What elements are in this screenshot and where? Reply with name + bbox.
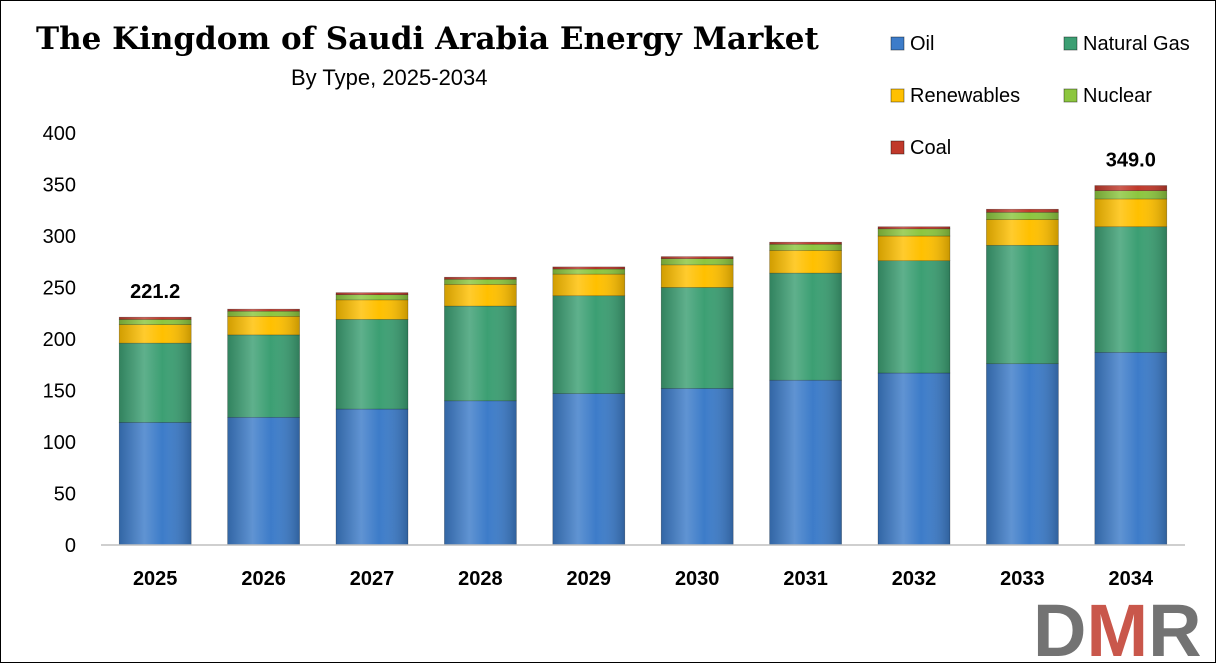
legend-swatch-renewables <box>890 88 905 103</box>
legend-label-nuclear: Nuclear <box>1083 85 1152 107</box>
bar-shading <box>552 268 625 275</box>
bar-shading <box>444 400 517 545</box>
bar-shading <box>661 258 734 265</box>
bar-shading <box>119 324 192 344</box>
y-tick-label: 100 <box>43 432 76 454</box>
bar-shading <box>119 317 192 320</box>
bar-shading <box>878 236 950 261</box>
bar-shading <box>227 316 300 335</box>
y-tick-label: 300 <box>43 226 76 248</box>
y-tick-label: 50 <box>54 484 76 506</box>
y-tick-label: 0 <box>65 535 76 557</box>
bar-shading <box>552 295 625 394</box>
y-tick-label: 250 <box>43 278 76 300</box>
bar-shading <box>769 242 842 245</box>
legend-swatch-coal <box>890 140 905 155</box>
bar-shading <box>986 209 1059 213</box>
x-axis: 2025 2026 2027 2028 2029 2030 2031 2032 2033 2034 <box>101 544 1185 590</box>
bar-shading <box>336 409 408 545</box>
x-tick-label: 2033 <box>1000 568 1045 590</box>
x-tick-label: 2027 <box>350 568 395 590</box>
bar-shading <box>878 226 950 229</box>
chart-subtitle: By Type, 2025-2034 <box>291 65 488 90</box>
bar-shading <box>769 250 842 274</box>
bar-shading <box>661 256 734 259</box>
data-label: 221.2 <box>130 281 180 303</box>
bar-shading <box>227 309 300 312</box>
legend-swatch-oil <box>890 36 905 51</box>
y-tick-label: 200 <box>43 329 76 351</box>
x-tick-label: 2032 <box>892 568 937 590</box>
x-tick-label: 2025 <box>133 568 178 590</box>
bar-shading <box>227 334 300 418</box>
bar-shading <box>444 306 517 401</box>
y-tick-label: 150 <box>43 381 76 403</box>
bar-shading <box>444 284 517 307</box>
legend-label-coal: Coal <box>910 137 951 159</box>
bar-shading <box>878 372 950 545</box>
bar-shading <box>878 260 950 373</box>
legend-swatch-nuclear <box>1063 88 1078 103</box>
bar-shading <box>444 277 517 280</box>
bar-shading <box>769 273 842 381</box>
bar-shading <box>661 264 734 288</box>
bar-shading <box>119 343 192 423</box>
x-tick-label: 2026 <box>241 568 286 590</box>
legend-label-oil: Oil <box>910 33 934 55</box>
bar-shading <box>1094 198 1167 227</box>
y-tick-label: 350 <box>43 175 76 197</box>
bars-group <box>118 185 1168 546</box>
bar-shading <box>227 417 300 545</box>
bar-shading <box>769 380 842 545</box>
data-labels-group: 221.2 349.0 <box>130 150 1156 304</box>
dmr-logo: DMR <box>1033 589 1202 662</box>
bar-shading <box>1094 190 1167 199</box>
bar-shading <box>552 274 625 296</box>
x-tick-label: 2030 <box>675 568 720 590</box>
legend-label-natural-gas: Natural Gas <box>1083 33 1190 55</box>
legend-swatch-natural-gas <box>1063 36 1078 51</box>
legend-label-renewables: Renewables <box>910 85 1020 107</box>
bar-shading <box>769 244 842 251</box>
logo-text: DMR <box>1033 589 1202 662</box>
bar-shading <box>336 294 408 300</box>
bar-shading <box>986 245 1059 364</box>
bar-shading <box>552 266 625 269</box>
bar-shading <box>1094 185 1167 191</box>
bar-shading <box>119 422 192 545</box>
bar-shading <box>986 219 1059 246</box>
chart-title: The Kingdom of Saudi Arabia Energy Marke… <box>36 21 820 57</box>
y-tick-label: 400 <box>43 123 76 145</box>
legend: Oil Natural Gas Renewables Nuclear Coal <box>890 33 1190 159</box>
bar-shading <box>878 228 950 236</box>
x-tick-label: 2034 <box>1109 568 1154 590</box>
data-label: 349.0 <box>1106 150 1156 172</box>
bar-shading <box>336 292 408 295</box>
bar-shading <box>552 393 625 545</box>
y-axis: 0 50 100 150 200 250 300 350 400 <box>43 123 76 557</box>
bar-shading <box>661 287 734 389</box>
bar-shading <box>1094 352 1167 545</box>
bar-shading <box>986 212 1059 220</box>
x-tick-label: 2028 <box>458 568 503 590</box>
bar-shading <box>119 319 192 325</box>
bar-shading <box>336 319 408 410</box>
bar-shading <box>336 299 408 320</box>
bar-shading <box>661 388 734 545</box>
x-tick-label: 2031 <box>783 568 828 590</box>
bar-shading <box>1094 226 1167 353</box>
bar-shading <box>444 279 517 285</box>
bar-shading <box>227 311 300 317</box>
x-tick-label: 2029 <box>567 568 612 590</box>
bar-shading <box>986 363 1059 545</box>
